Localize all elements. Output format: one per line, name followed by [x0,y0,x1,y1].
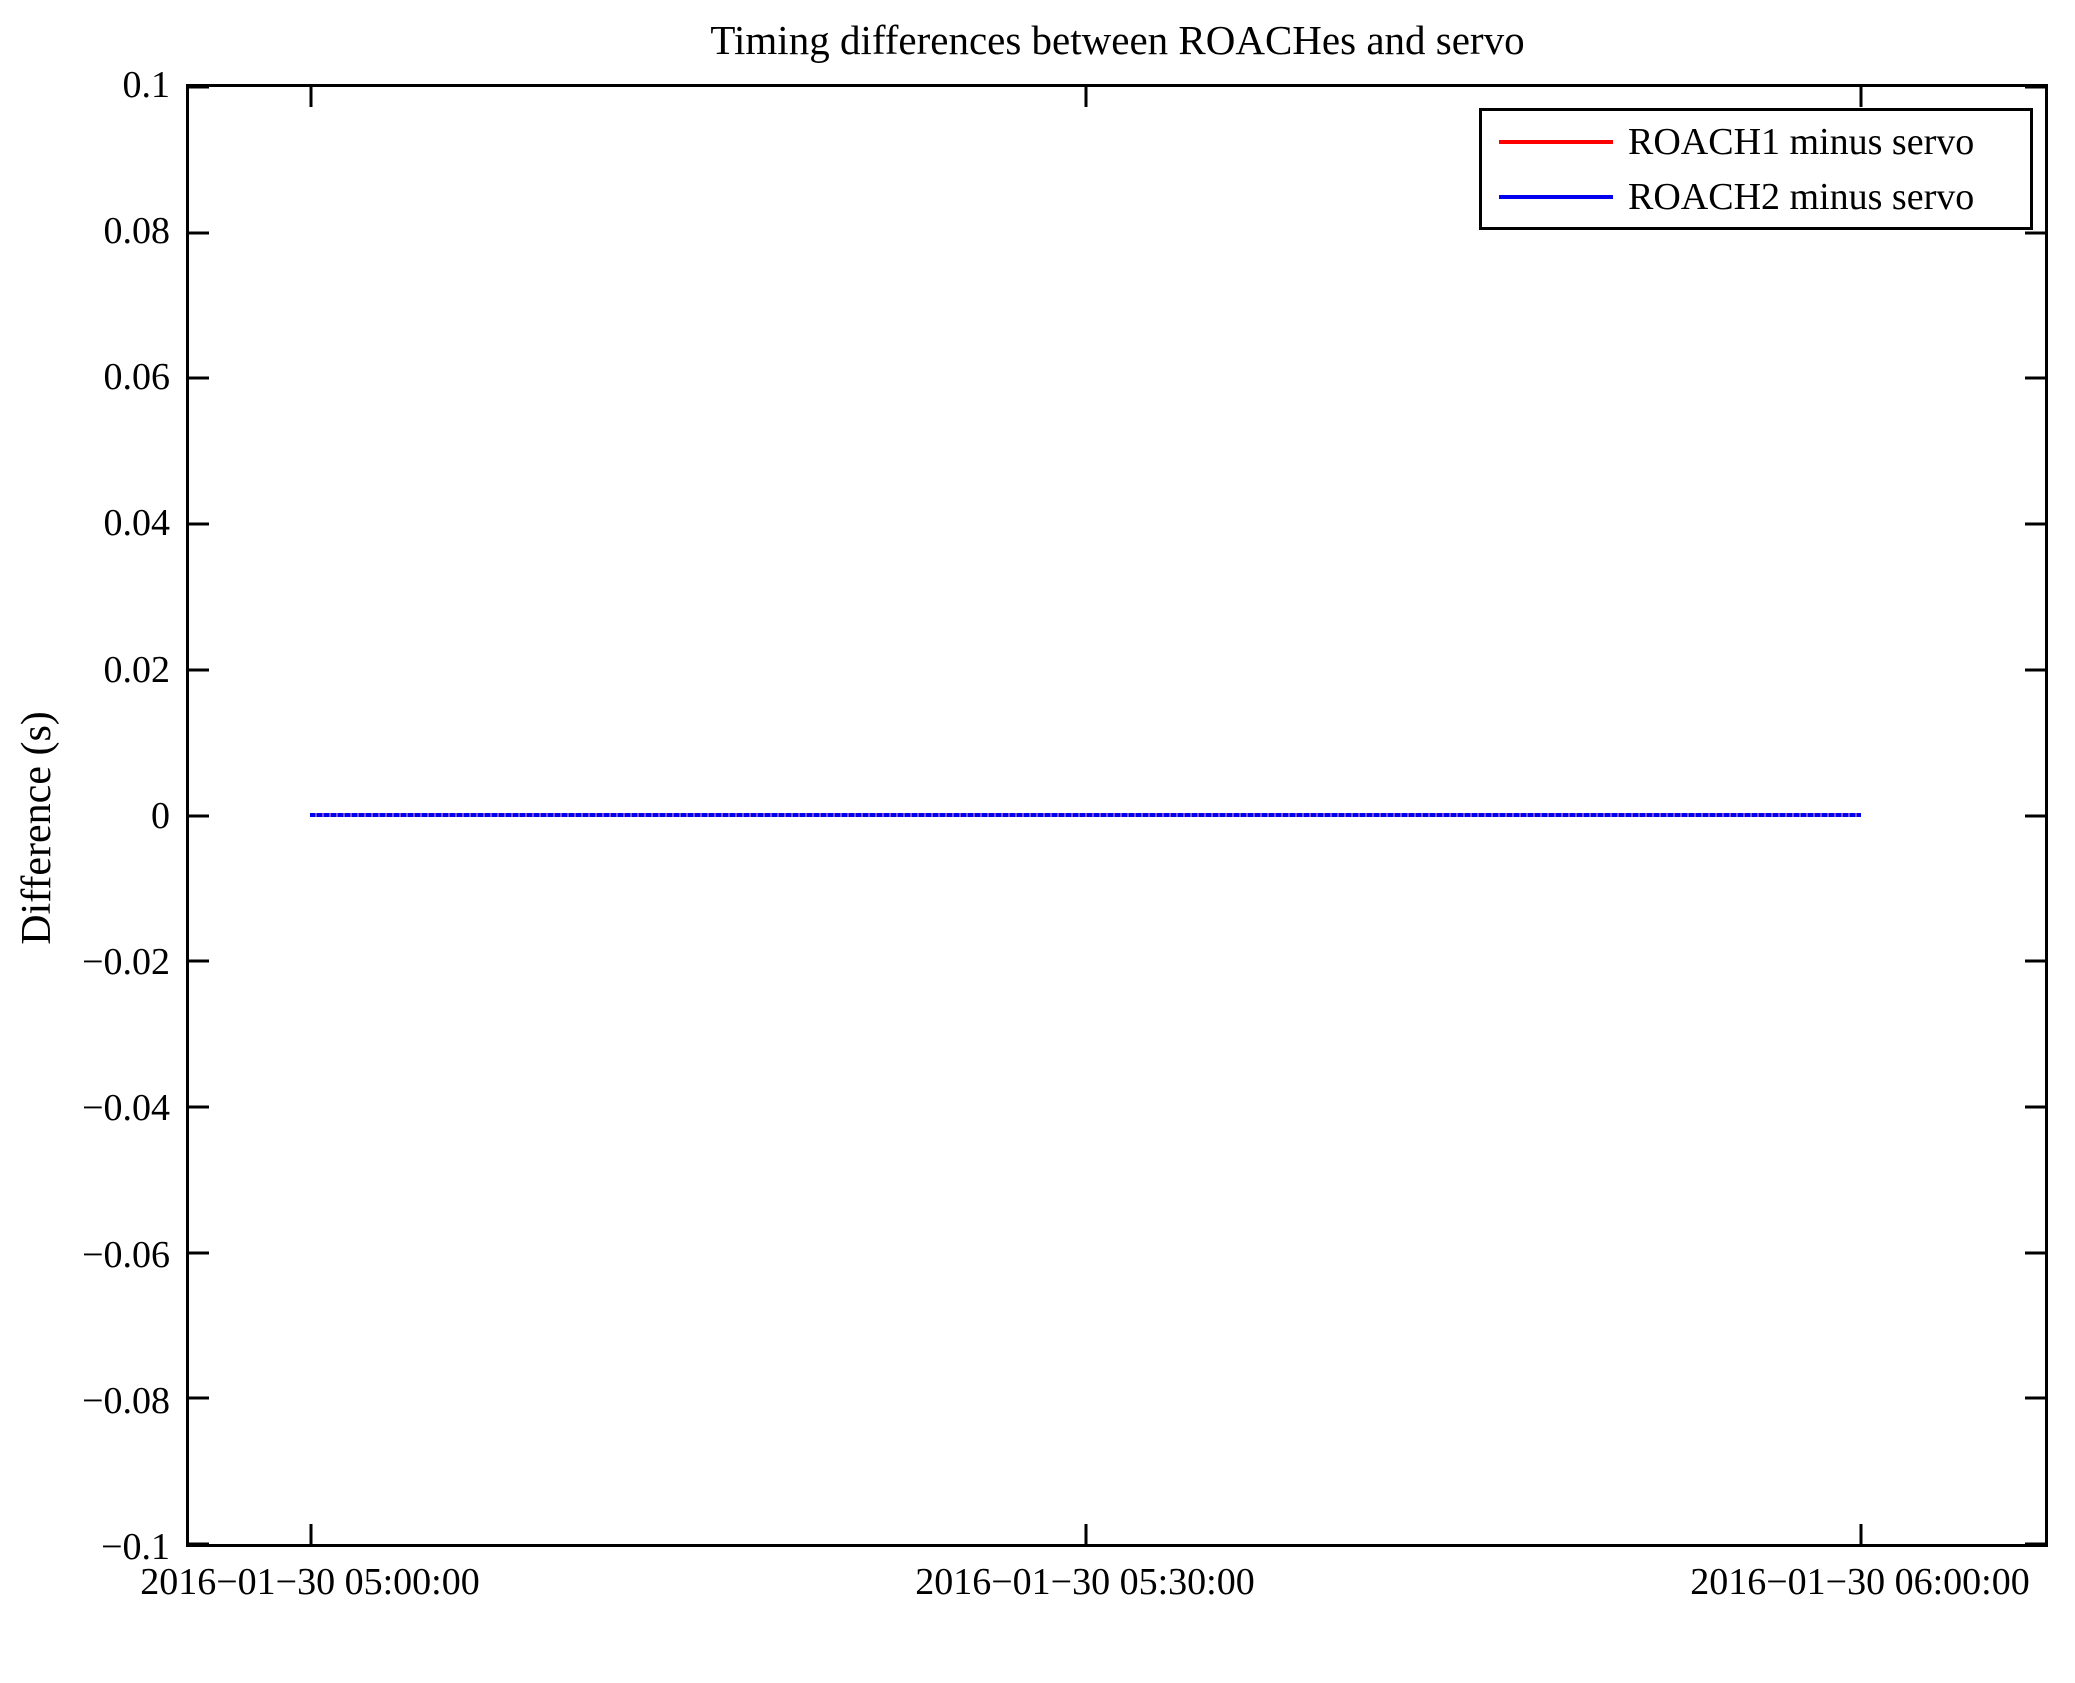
y-tick-label: −0.1 [101,1526,170,1568]
y-tick [189,85,209,89]
y-tick-label: 0.06 [103,356,171,398]
y-tick-label: 0 [151,794,170,837]
y-tick [189,231,209,235]
y-tick [2025,814,2045,817]
y-tick-label: −0.08 [82,1379,170,1422]
x-tick [1084,1524,1087,1544]
legend-label: ROACH1 minus servo [1628,120,1975,163]
chart-title: Timing differences between ROACHes and s… [710,17,1525,63]
y-tick [2025,376,2045,380]
y-tick [2025,668,2045,672]
x-tick [1859,1524,1862,1544]
y-tick-label: −0.02 [82,941,170,983]
y-tick [2025,231,2045,235]
y-tick-label: 0.1 [122,63,171,106]
y-tick [189,522,209,526]
y-tick [189,376,209,380]
y-tick-label: 0.08 [103,209,171,252]
y-tick-label: −0.04 [82,1087,170,1130]
x-tick [1084,87,1087,107]
y-tick-label: 0.04 [103,502,171,545]
y-tick [2025,1396,2045,1400]
y-tick [189,959,209,963]
y-tick [189,814,209,817]
x-tick [309,1524,312,1544]
legend: ROACH1 minus servo ROACH2 minus servo [1479,108,2033,230]
y-tick [2025,85,2045,89]
x-tick-label: 2016−01−30 06:00:00 [1690,1561,2030,1603]
y-tick-label: −0.06 [82,1233,170,1276]
y-tick-label: 0.02 [103,648,171,691]
y-tick [2025,1105,2045,1109]
legend-line-sample [1499,194,1613,199]
y-tick [189,1542,209,1546]
legend-label: ROACH2 minus servo [1628,175,1975,218]
roach2-line [310,812,1861,817]
y-tick [189,1105,209,1109]
y-tick [2025,959,2045,963]
x-tick [1859,87,1862,107]
y-tick [189,1251,209,1255]
y-tick [2025,1542,2045,1546]
y-tick [189,1396,209,1400]
legend-entry: ROACH1 minus servo [1482,114,2030,169]
y-tick [189,668,209,672]
plot-area: ROACH1 minus servo ROACH2 minus servo [186,84,2048,1547]
legend-line-sample [1499,139,1613,144]
x-tick-label: 2016−01−30 05:30:00 [915,1561,1255,1603]
y-tick [2025,522,2045,526]
y-tick [2025,1251,2045,1255]
x-tick-label: 2016−01−30 05:00:00 [140,1561,480,1603]
x-tick [309,87,312,107]
legend-entry: ROACH2 minus servo [1482,169,2030,224]
